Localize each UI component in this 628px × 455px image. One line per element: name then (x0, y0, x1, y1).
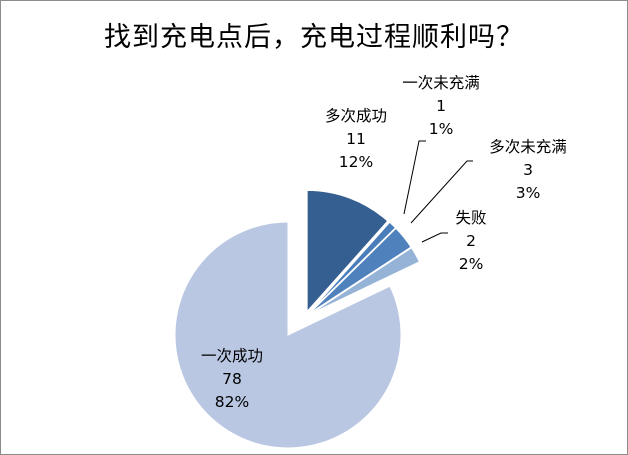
slice-label-value: 2 (466, 232, 476, 250)
slice-label-percent: 3% (516, 184, 541, 202)
slice-label-value: 11 (346, 130, 366, 148)
slice-label-name: 多次未充满 (489, 138, 567, 156)
slice-label-value: 78 (222, 370, 242, 388)
slice-label-name: 一次成功 (201, 347, 263, 365)
slice-label-name: 多次成功 (325, 107, 387, 125)
pie-slice (174, 221, 402, 449)
slice-label-percent: 1% (429, 120, 454, 138)
slice-label-percent: 82% (215, 393, 249, 411)
slice-label-value: 1 (436, 97, 446, 115)
leader-line (421, 232, 448, 243)
pie-slice (309, 227, 412, 314)
slice-label-name: 失败 (455, 209, 486, 227)
slice-label-value: 3 (523, 161, 533, 179)
pie-slice (308, 221, 397, 314)
leader-line (403, 140, 426, 215)
leader-line (410, 160, 473, 224)
slice-label-percent: 12% (339, 153, 373, 171)
pie-slice (309, 247, 421, 315)
slice-label-percent: 2% (459, 255, 484, 273)
slice-label-name: 一次未充满 (402, 74, 480, 92)
chart-title: 找到充电点后，充电过程顺利吗？ (104, 22, 524, 53)
pie-slice (306, 189, 389, 313)
